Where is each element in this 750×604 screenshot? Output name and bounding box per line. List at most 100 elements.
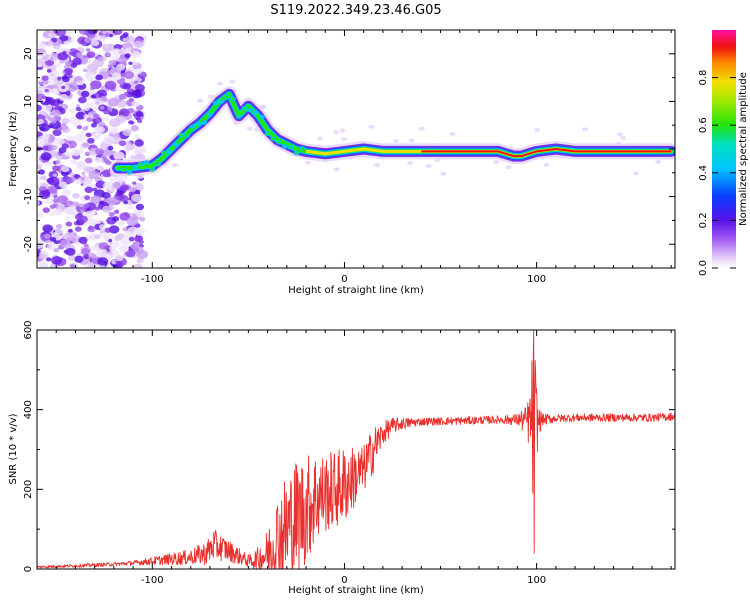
noise-speckle <box>137 119 143 124</box>
noise-speckle <box>120 184 129 191</box>
noise-speckle <box>44 161 50 166</box>
noise-speckle <box>85 48 91 52</box>
noise-speckle <box>139 244 144 248</box>
spectrogram-x-tick-label: 100 <box>527 274 546 285</box>
noise-speckle <box>83 203 90 209</box>
noise-speckle <box>65 61 73 67</box>
noise-speckle <box>102 205 112 213</box>
noise-speckle <box>131 193 143 203</box>
noise-speckle <box>88 252 97 259</box>
ridge-blob <box>294 152 299 155</box>
ridge-blob <box>121 168 126 171</box>
noise-speckle <box>76 104 81 108</box>
colorbar-tick-label: 0.8 <box>698 70 709 86</box>
faint-blob <box>304 160 311 165</box>
noise-speckle <box>67 228 73 233</box>
noise-speckle <box>125 35 135 43</box>
noise-speckle <box>39 253 48 260</box>
noise-speckle <box>104 227 112 233</box>
noise-speckle <box>103 135 115 145</box>
noise-speckle <box>37 211 44 218</box>
noise-speckle <box>97 121 106 127</box>
noise-speckle <box>42 224 54 233</box>
ridge-blob <box>271 137 275 141</box>
noise-speckle <box>83 106 90 112</box>
noise-speckle <box>120 236 132 245</box>
faint-blob <box>317 136 324 141</box>
ridge-blob <box>253 110 260 115</box>
ridge-blob <box>139 162 143 165</box>
noise-speckle <box>54 227 65 235</box>
ridge-blob <box>277 141 281 144</box>
noise-speckle <box>44 88 49 93</box>
noise-speckle <box>91 39 100 47</box>
noise-speckle <box>62 189 72 197</box>
noise-speckle <box>131 90 142 99</box>
noise-speckle <box>61 76 70 83</box>
noise-speckle <box>63 47 69 52</box>
faint-blob <box>619 135 626 140</box>
noise-speckle <box>81 247 91 255</box>
noise-speckle <box>61 85 66 90</box>
noise-speckle <box>104 80 117 90</box>
noise-speckle <box>83 166 93 174</box>
noise-speckle <box>87 261 95 268</box>
noise-speckle <box>84 151 91 156</box>
ridge-blob <box>150 168 154 171</box>
faint-blob <box>207 94 214 99</box>
noise-speckle <box>38 41 47 49</box>
noise-speckle <box>130 117 136 121</box>
ridge-blob <box>179 133 183 137</box>
noise-speckle <box>61 117 70 125</box>
noise-speckle <box>103 236 110 242</box>
noise-speckle <box>64 67 74 75</box>
noise-speckle <box>37 201 40 205</box>
noise-speckle <box>87 30 99 35</box>
noise-speckle <box>118 55 128 63</box>
noise-speckle <box>49 88 58 95</box>
ridge-blob <box>172 142 179 147</box>
noise-speckle <box>68 255 76 261</box>
snr-x-axis-label: Height of straight line (km) <box>288 585 424 596</box>
noise-speckle <box>54 62 62 68</box>
spectrogram-x-tick-label: -100 <box>141 274 164 285</box>
noise-speckle <box>98 242 109 250</box>
faint-blob <box>406 161 413 166</box>
snr-x-tick-label: 100 <box>527 575 546 586</box>
noise-speckle <box>81 240 87 245</box>
noise-speckle <box>85 73 91 78</box>
faint-blob <box>543 162 550 167</box>
ridge-blob <box>156 163 160 166</box>
noise-speckle <box>90 122 98 128</box>
noise-speckle <box>131 100 141 108</box>
noise-speckle <box>46 69 52 73</box>
faint-blob <box>333 130 340 135</box>
spectrogram-y-tick-label: -10 <box>23 188 34 204</box>
faint-blob <box>408 138 415 143</box>
noise-speckle <box>134 139 144 147</box>
faint-blob <box>534 127 541 132</box>
noise-speckle <box>109 127 119 135</box>
noise-speckle <box>75 106 82 112</box>
ridge-blob <box>132 165 139 170</box>
noise-speckle <box>49 150 59 158</box>
noise-speckle <box>45 257 52 262</box>
spectrogram-y-tick-label: 0 <box>23 146 34 152</box>
snr-y-tick-label: 600 <box>23 320 34 339</box>
faint-blob <box>216 81 223 86</box>
noise-speckle <box>136 249 149 259</box>
ridge-blob <box>126 170 133 175</box>
noise-speckle <box>74 255 84 263</box>
noise-speckle <box>76 52 83 58</box>
ridge-blob <box>189 124 196 129</box>
noise-speckle <box>94 206 100 211</box>
noise-speckle <box>99 229 106 234</box>
faint-blob <box>246 126 253 131</box>
noise-speckle <box>54 80 61 85</box>
spectrogram-x-axis-label: Height of straight line (km) <box>288 285 424 296</box>
noise-speckle <box>72 201 80 208</box>
faint-blob <box>171 163 178 168</box>
